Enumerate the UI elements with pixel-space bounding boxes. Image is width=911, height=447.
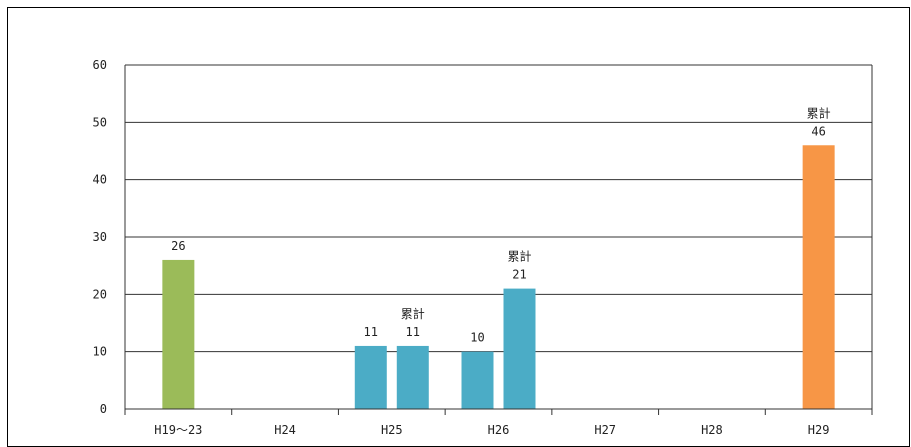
x-tick-label: H19～23 (154, 423, 202, 437)
cumulative-annotation: 累計 (807, 105, 831, 120)
bar (503, 288, 536, 409)
cumulative-annotation: 累計 (507, 249, 531, 264)
data-label: 11 (406, 325, 420, 339)
data-label: 26 (171, 239, 185, 253)
chart-frame (7, 7, 910, 447)
x-tick-label: H25 (381, 423, 403, 437)
x-tick-label: H26 (488, 423, 510, 437)
bar (461, 351, 494, 409)
y-tick-label: 0 (100, 402, 107, 416)
bar (396, 345, 429, 409)
y-tick-label: 30 (93, 230, 107, 244)
y-tick-label: 40 (93, 173, 107, 187)
cumulative-annotation: 累計 (401, 306, 425, 321)
data-label: 10 (470, 331, 484, 345)
bar (162, 259, 195, 409)
y-tick-label: 10 (93, 345, 107, 359)
bar (354, 345, 387, 409)
data-label: 11 (364, 325, 378, 339)
x-tick-label: H27 (594, 423, 616, 437)
y-tick-label: 50 (93, 115, 107, 129)
x-tick-label: H29 (808, 423, 830, 437)
y-tick-label: 60 (93, 58, 107, 72)
data-label: 21 (512, 268, 526, 282)
bar (802, 145, 835, 409)
x-tick-label: H28 (701, 423, 723, 437)
data-label: 46 (811, 124, 825, 138)
x-tick-label: H24 (274, 423, 296, 437)
y-tick-label: 20 (93, 287, 107, 301)
